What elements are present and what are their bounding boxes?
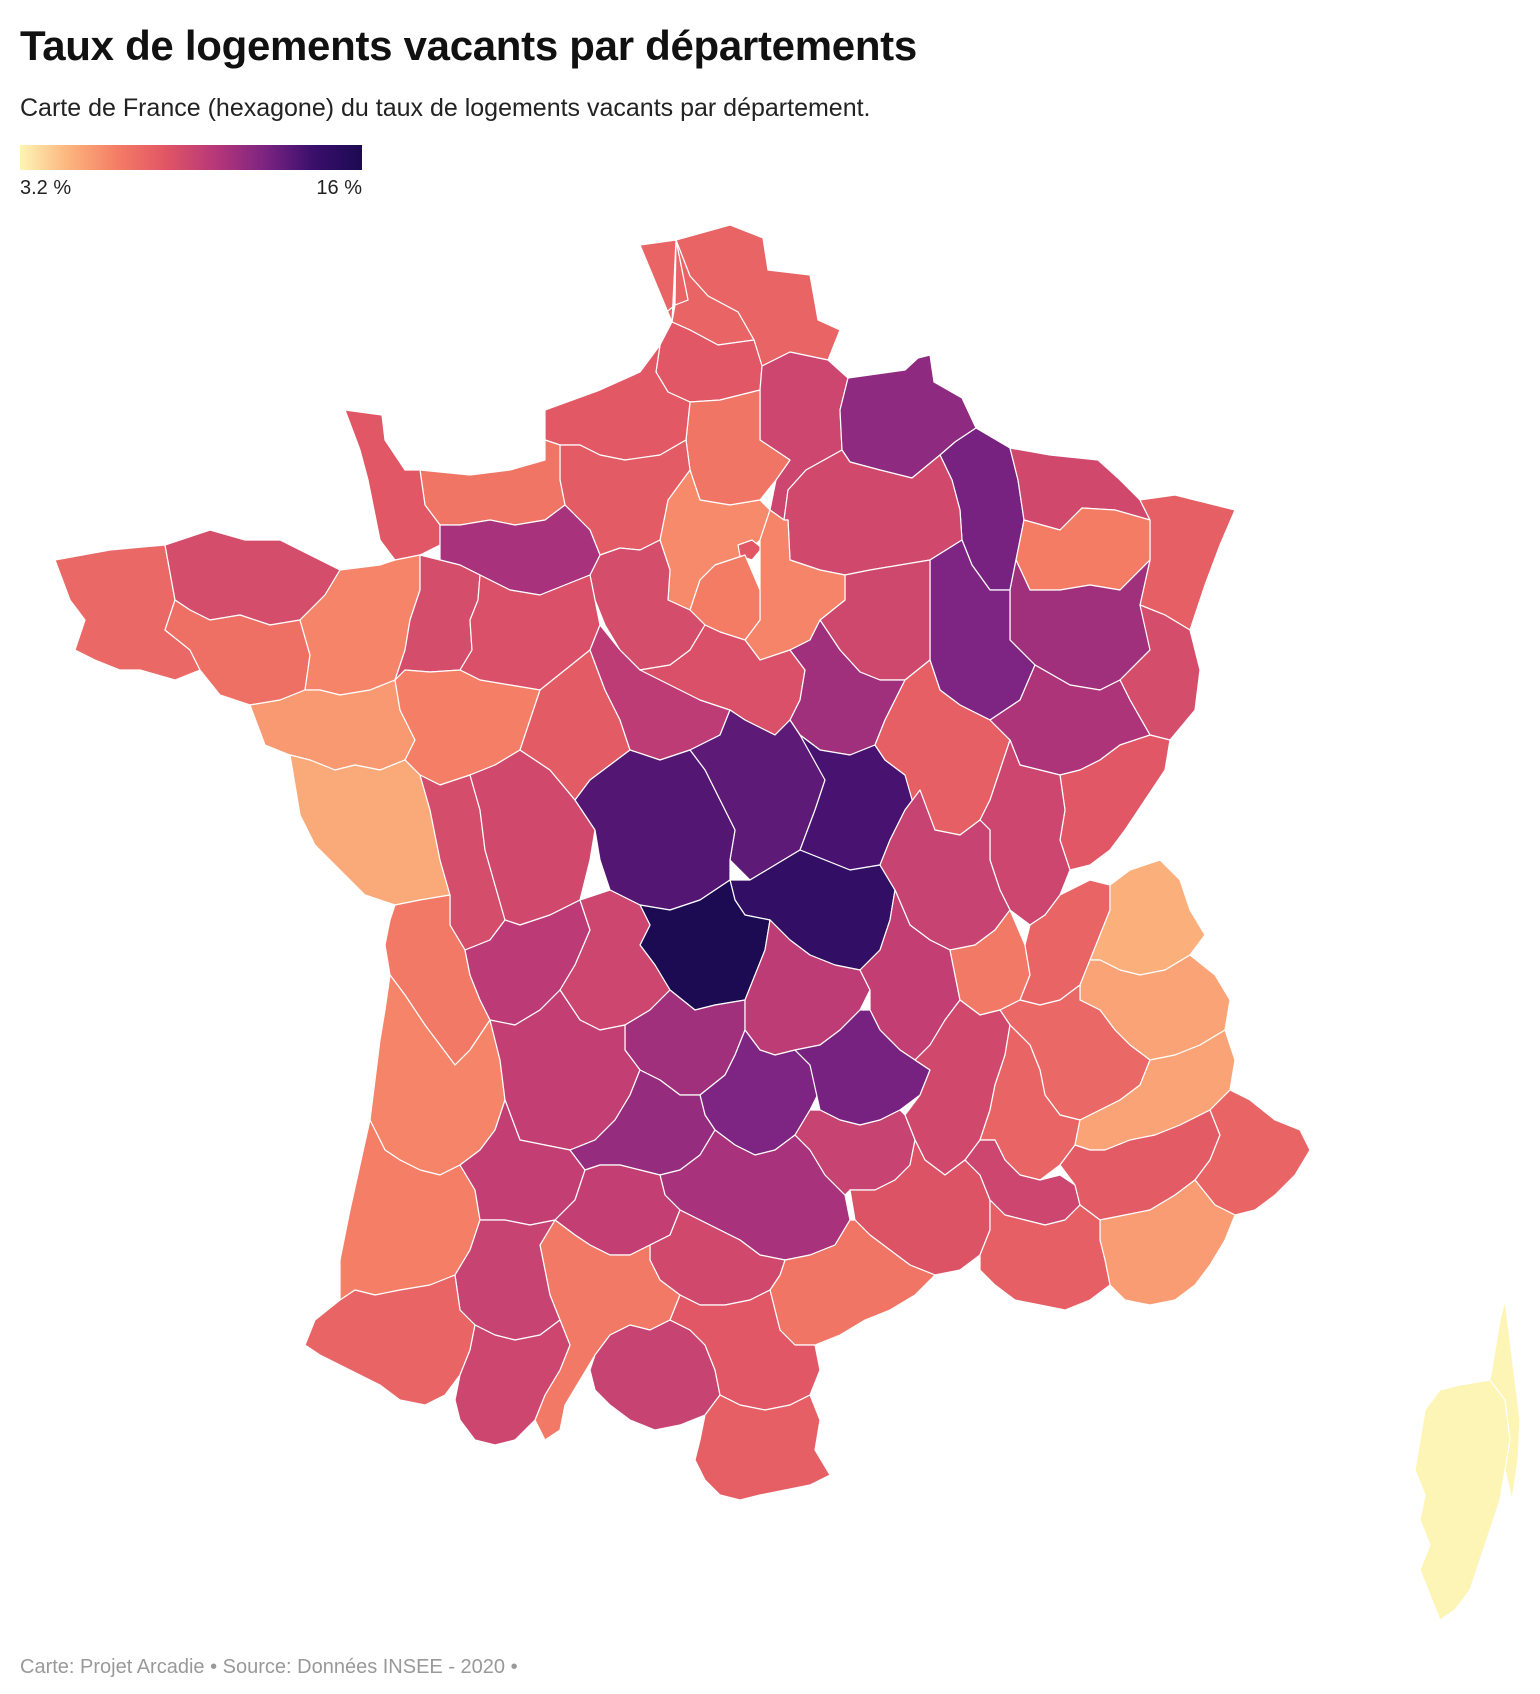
department-corse-du-sud[interactable] — [1414, 1379, 1511, 1621]
color-legend: 3.2 % 16 % — [20, 145, 362, 205]
department-haute-corse[interactable] — [1489, 1299, 1521, 1501]
department-aude[interactable] — [669, 1289, 821, 1411]
source-credit: Carte: Projet Arcadie • Source: Données … — [20, 1656, 518, 1678]
department-hautes-pyrenees[interactable] — [454, 1319, 571, 1446]
legend-min-label: 3.2 % — [20, 177, 72, 199]
france-map — [0, 210, 1540, 1640]
department-pyrenees-orientales[interactable] — [694, 1394, 831, 1501]
legend-gradient-bar — [20, 145, 362, 170]
legend-max-label: 16 % — [316, 177, 362, 199]
department-pyrenees-atlantiques[interactable] — [304, 1274, 476, 1406]
departments-layer — [54, 224, 1521, 1621]
page-subtitle: Carte de France (hexagone) du taux de lo… — [20, 94, 871, 122]
department-bouches-du-rhone[interactable] — [979, 1199, 1111, 1311]
department-bas-rhin[interactable] — [1139, 494, 1236, 631]
department-calvados[interactable] — [419, 439, 566, 526]
department-alpes-maritimes[interactable] — [1194, 1089, 1311, 1216]
map-svg — [54, 224, 1521, 1621]
page-title: Taux de logements vacants par départemen… — [20, 22, 917, 69]
